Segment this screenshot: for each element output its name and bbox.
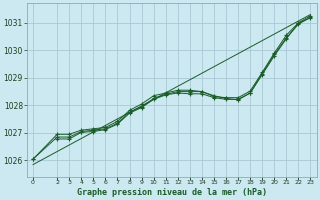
X-axis label: Graphe pression niveau de la mer (hPa): Graphe pression niveau de la mer (hPa) [77, 188, 267, 197]
